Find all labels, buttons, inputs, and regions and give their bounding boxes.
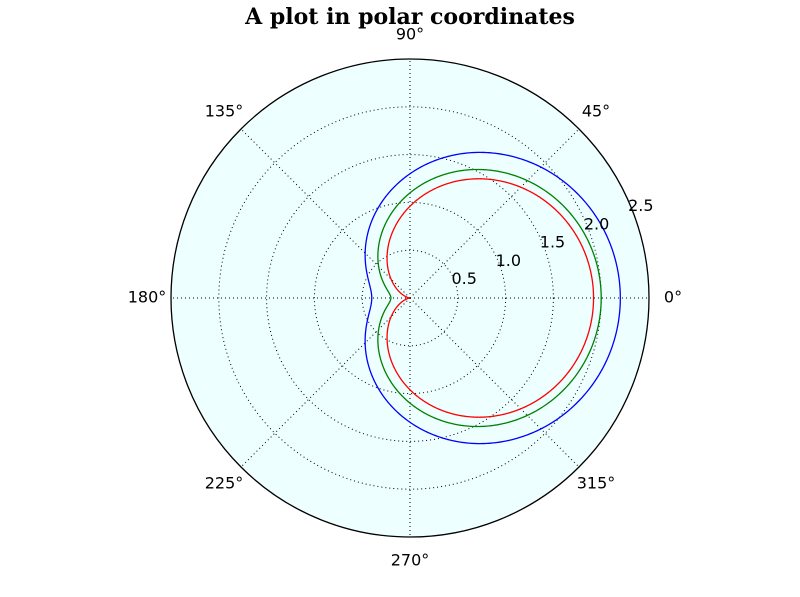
theta-tick-label: 225° [205, 474, 244, 493]
plot-frame [170, 58, 650, 538]
radial-tick-label: 2.5 [628, 196, 653, 215]
radial-tick-label: 1.5 [540, 233, 565, 252]
theta-tick-label: 180° [128, 288, 167, 307]
theta-tick-label: 270° [391, 551, 430, 570]
plot-area: 0° 45° 90° 135° 180° 225° 270° 315° 0.5 1.0 1.5 2.0… [128, 25, 682, 570]
series-line [364, 151, 621, 445]
chart-title: A plot in polar coordinates [244, 4, 575, 30]
radial-tick-label: 0.5 [451, 269, 476, 288]
radial-tick-label: 1.0 [496, 251, 521, 270]
theta-tick-label: 0° [664, 288, 682, 307]
radial-gridline [313, 201, 507, 395]
theta-tick-label: 90° [396, 25, 424, 44]
radial-tick-label: 2.0 [584, 214, 609, 233]
radial-gridline [266, 154, 554, 442]
series-line [386, 178, 595, 418]
theta-tick-label: 135° [205, 102, 244, 121]
series-line [377, 168, 602, 428]
theta-tick-label: 315° [577, 474, 616, 493]
radial-gridline [361, 249, 459, 347]
theta-tick-label: 45° [582, 102, 610, 121]
